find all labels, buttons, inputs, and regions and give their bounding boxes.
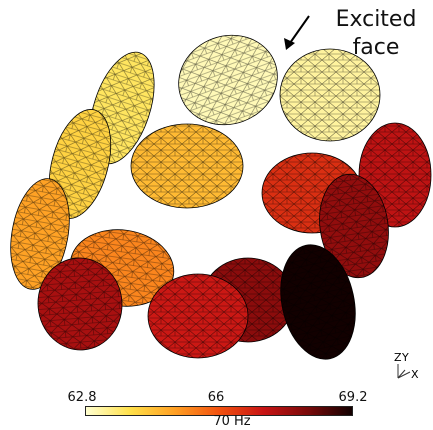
colorbar-min-label: 62.8 xyxy=(67,390,97,405)
colorbar-unit-label: 70 Hz xyxy=(213,414,251,429)
face-17-mesh xyxy=(280,49,380,141)
axis-z-label: Z xyxy=(394,351,402,364)
face-5-mesh xyxy=(10,178,70,290)
axis-triad: Z Y X xyxy=(394,351,419,381)
face-17 xyxy=(279,48,381,142)
faces-layer xyxy=(10,34,432,360)
face-10 xyxy=(37,257,123,351)
face-1 xyxy=(178,34,278,126)
excited-face-label-line1: Excited xyxy=(335,7,417,32)
axis-x-label: X xyxy=(411,368,419,381)
face-9-mesh xyxy=(319,174,389,278)
excited-face-label: Excited face xyxy=(330,6,422,62)
face-10-mesh xyxy=(37,258,123,350)
face-14-mesh xyxy=(148,274,248,358)
face-14 xyxy=(147,273,249,359)
face-12-mesh xyxy=(280,244,356,360)
face-12 xyxy=(280,244,356,360)
face-4-mesh xyxy=(131,124,243,208)
excited-face-arrow xyxy=(284,15,310,50)
face-4 xyxy=(130,123,244,209)
colorbar-mid-label: 66 xyxy=(207,390,225,405)
colorbar-max-label: 69.2 xyxy=(338,390,368,405)
axis-y-label: Y xyxy=(401,351,409,364)
face-3-mesh xyxy=(49,109,111,219)
colorbar xyxy=(85,406,353,416)
excited-face-label-line2: face xyxy=(352,35,400,60)
face-9 xyxy=(319,173,389,279)
face-3 xyxy=(48,109,112,219)
face-5 xyxy=(10,178,70,290)
face-1-mesh xyxy=(178,35,278,125)
